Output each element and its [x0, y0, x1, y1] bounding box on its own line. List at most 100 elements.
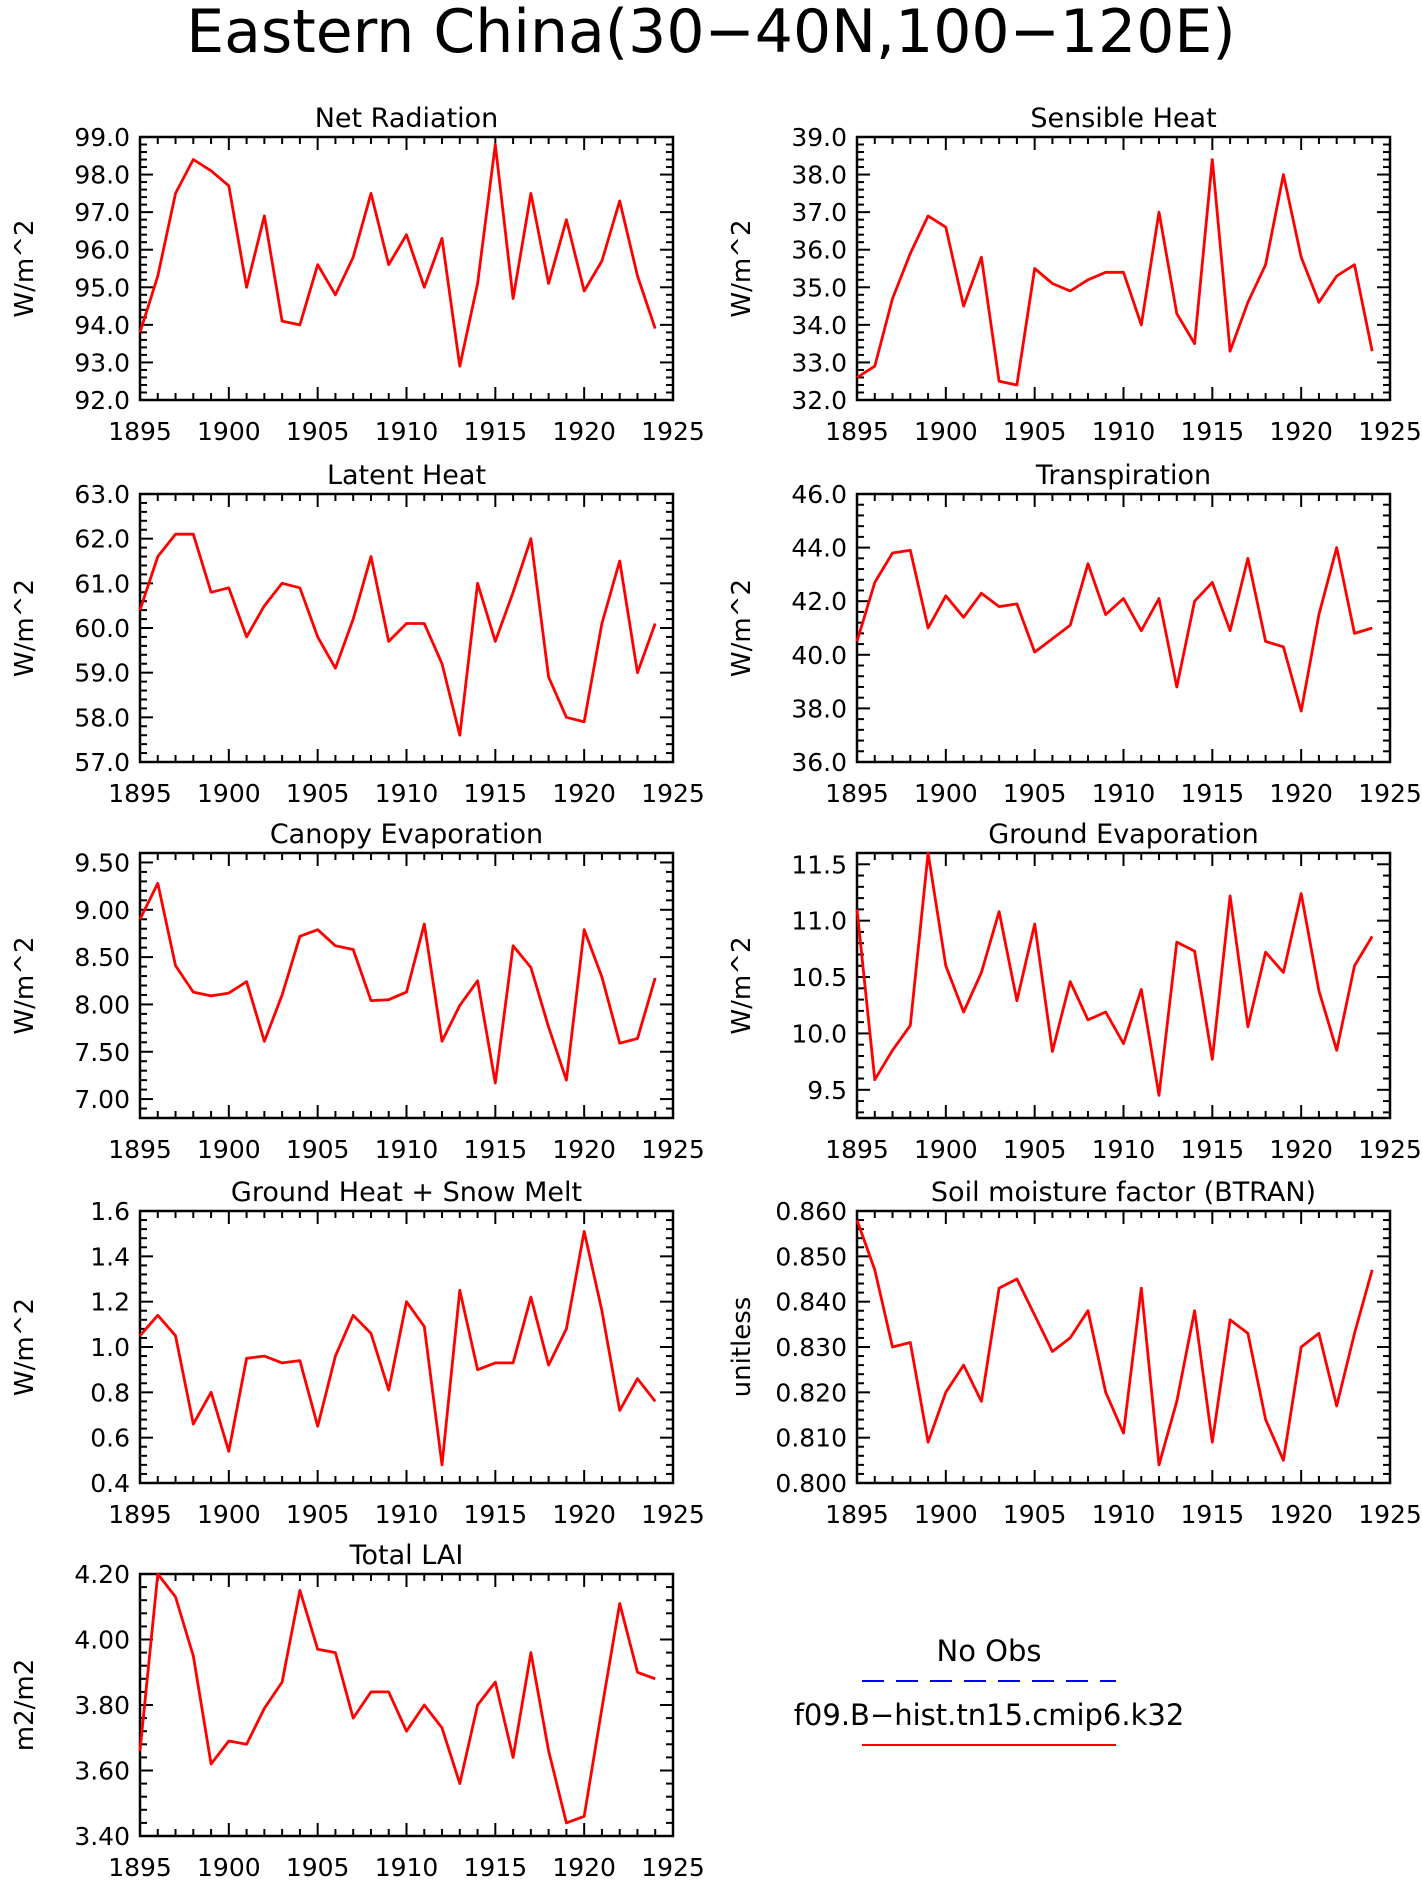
- x-tick-label: 1925: [641, 779, 705, 808]
- legend: No Obs f09.B−hist.tn15.cmip6.k32: [794, 1634, 1184, 1746]
- x-tick-label: 1900: [197, 1500, 261, 1529]
- plot-frame: [138, 492, 675, 764]
- panel-title: Ground Evaporation: [988, 819, 1259, 850]
- x-tick-label: 1910: [1092, 417, 1156, 446]
- x-tick-label: 1895: [108, 417, 172, 446]
- x-tick-label: 1900: [914, 417, 978, 446]
- x-tick-label: 1915: [1181, 779, 1245, 808]
- y-tick-label: 40.0: [791, 641, 847, 670]
- x-tick-label: 1905: [286, 1135, 350, 1164]
- panel-title: Soil moisture factor (BTRAN): [931, 1177, 1316, 1208]
- series-line: [138, 1230, 657, 1467]
- x-tick-label: 1915: [1181, 1500, 1245, 1529]
- y-tick-label: 1.4: [90, 1242, 130, 1271]
- y-axis-label: W/m^2: [727, 936, 757, 1034]
- y-tick-label: 7.00: [74, 1085, 130, 1114]
- x-tick-label: 1895: [108, 779, 172, 808]
- y-tick-label: 34.0: [791, 311, 847, 340]
- y-tick-label: 0.830: [775, 1333, 847, 1362]
- x-tick-label: 1895: [825, 1135, 889, 1164]
- y-axis-label: W/m^2: [10, 936, 40, 1034]
- x-tick-label: 1900: [197, 417, 261, 446]
- x-tick-label: 1925: [1358, 1500, 1422, 1529]
- x-tick-label: 1905: [286, 779, 350, 808]
- panel-title: Transpiration: [1035, 460, 1211, 491]
- y-tick-label: 3.40: [74, 1822, 130, 1851]
- series-line: [855, 546, 1373, 713]
- panel-title: Canopy Evaporation: [270, 819, 543, 850]
- series-line: [855, 1219, 1374, 1467]
- y-tick-label: 8.50: [74, 943, 130, 972]
- y-tick-label: 3.60: [74, 1757, 130, 1786]
- y-tick-label: 4.20: [74, 1560, 130, 1589]
- x-tick-label: 1910: [375, 1500, 439, 1529]
- x-tick-label: 1920: [552, 1500, 616, 1529]
- x-tick-label: 1920: [1269, 779, 1333, 808]
- x-tick-label: 1895: [108, 1500, 172, 1529]
- y-axis-label: W/m^2: [10, 1298, 40, 1396]
- y-tick-label: 10.0: [791, 1019, 847, 1048]
- figure-title: Eastern China(30−40N,100−120E): [186, 0, 1235, 67]
- y-tick-label: 9.50: [74, 848, 130, 877]
- x-tick-label: 1905: [286, 1853, 350, 1882]
- panel-transpiration: 1895 1900 1905 1910 1915 1920 1925 36.0 38.0 40.0…: [727, 460, 1422, 808]
- x-tick-label: 1895: [825, 417, 889, 446]
- y-tick-label: 42.0: [791, 587, 847, 616]
- x-tick-label: 1920: [1269, 1500, 1333, 1529]
- x-tick-label: 1900: [197, 1135, 261, 1164]
- x-tick-label: 1925: [1358, 779, 1422, 808]
- x-tick-label: 1905: [1003, 417, 1067, 446]
- plot-frame: [855, 851, 1392, 1120]
- y-tick-label: 92.0: [74, 386, 130, 415]
- panel-title: Ground Heat + Snow Melt: [231, 1177, 582, 1208]
- y-tick-label: 39.0: [791, 123, 847, 152]
- y-tick-label: 8.00: [74, 990, 130, 1019]
- panel-sensible-heat: 1895 1900 1905 1910 1915 1920 1925 32.0 33.0 34.0…: [727, 103, 1422, 446]
- y-tick-label: 57.0: [74, 748, 130, 777]
- x-tick-label: 1920: [552, 779, 616, 808]
- y-tick-label: 35.0: [791, 273, 847, 302]
- legend-obs-label: No Obs: [937, 1634, 1042, 1668]
- y-tick-label: 38.0: [791, 161, 847, 190]
- x-tick-label: 1925: [1358, 1135, 1422, 1164]
- y-axis-label: W/m^2: [10, 579, 40, 677]
- panel-ground-heat-snow-melt: 1895 1900 1905 1910 1915 1920 1925 0.4 0.6 0.8 1.0…: [10, 1177, 705, 1529]
- x-tick-label: 1910: [1092, 1135, 1156, 1164]
- y-axis-label: m2/m2: [10, 1659, 40, 1752]
- y-tick-label: 36.0: [791, 748, 847, 777]
- y-tick-label: 62.0: [74, 525, 130, 554]
- y-tick-label: 58.0: [74, 703, 130, 732]
- y-tick-label: 9.5: [807, 1076, 847, 1105]
- y-tick-label: 0.850: [775, 1242, 847, 1271]
- plot-frame: [138, 1572, 675, 1838]
- x-tick-label: 1910: [375, 1853, 439, 1882]
- x-tick-label: 1905: [1003, 1135, 1067, 1164]
- x-tick-label: 1900: [197, 779, 261, 808]
- x-tick-label: 1925: [641, 1853, 705, 1882]
- x-tick-label: 1925: [641, 1500, 705, 1529]
- x-tick-label: 1905: [286, 417, 350, 446]
- series-line: [138, 881, 657, 1085]
- y-tick-label: 11.0: [791, 907, 847, 936]
- series-line: [855, 851, 1374, 1097]
- plot-frame: [138, 135, 675, 402]
- y-tick-label: 0.810: [775, 1424, 847, 1453]
- y-tick-label: 0.6: [90, 1424, 130, 1453]
- x-tick-label: 1920: [552, 1853, 616, 1882]
- y-axis-label: unitless: [727, 1297, 757, 1398]
- x-tick-label: 1905: [1003, 1500, 1067, 1529]
- y-axis-label: W/m^2: [10, 219, 40, 317]
- x-tick-label: 1915: [464, 779, 528, 808]
- x-tick-label: 1920: [552, 417, 616, 446]
- x-tick-label: 1910: [1092, 1500, 1156, 1529]
- y-tick-label: 96.0: [74, 236, 130, 265]
- panel-soil-moisture-factor-btran: 1895 1900 1905 1910 1915 1920 1925 0.800 0.810 0.…: [727, 1177, 1422, 1529]
- x-tick-label: 1900: [914, 1500, 978, 1529]
- x-tick-label: 1920: [1269, 1135, 1333, 1164]
- y-tick-label: 0.800: [775, 1469, 847, 1498]
- y-tick-label: 4.00: [74, 1626, 130, 1655]
- y-tick-label: 1.2: [90, 1288, 130, 1317]
- x-tick-label: 1915: [1181, 1135, 1245, 1164]
- y-tick-label: 94.0: [74, 311, 130, 340]
- y-tick-label: 93.0: [74, 348, 130, 377]
